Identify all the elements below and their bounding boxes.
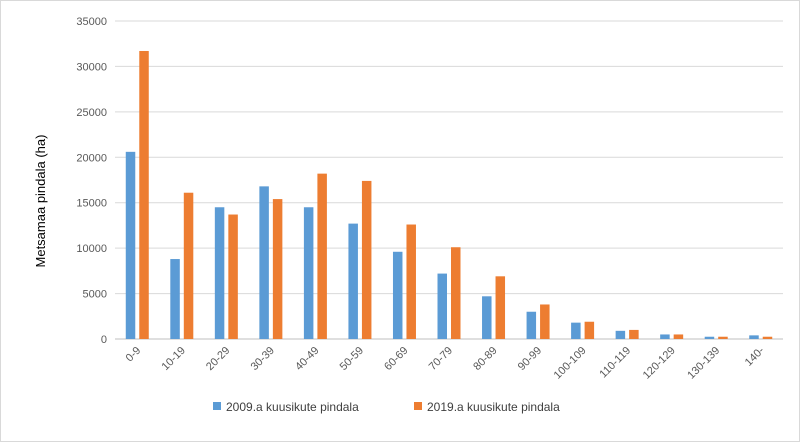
x-tick-label: 80-89: [471, 345, 499, 373]
bar-series-2019-40-49: [317, 173, 327, 339]
y-tick-label: 20000: [76, 152, 107, 164]
y-tick-label: 10000: [76, 243, 107, 255]
bar-series-2009-40-49: [303, 207, 314, 339]
x-tick-label: 30-39: [249, 345, 277, 373]
bar-series-2009-30-39: [259, 186, 269, 339]
x-tick-label: 50-59: [338, 345, 366, 373]
bar-series-2019-110-119: [629, 329, 639, 339]
x-tick-label: 110-119: [597, 345, 633, 381]
y-tick-label: 0: [101, 334, 107, 346]
y-axis-ticks: 0 5000 10000 15000 20000 25000 30000 35000: [76, 16, 107, 346]
legend-swatch: [213, 402, 221, 410]
x-tick-label: 120-129: [641, 345, 678, 382]
bar-series-2009-80-89: [482, 296, 492, 339]
x-tick-label: 0-9: [124, 345, 144, 365]
bar-series-2009-110-119: [615, 330, 626, 339]
bar-series-2019-0-9: [139, 50, 149, 340]
legend-label: 2009.a kuusikute pindala: [226, 400, 359, 414]
bars: [125, 50, 773, 340]
x-tick-label: 90-99: [516, 345, 544, 373]
bar-series-2009-90-99: [526, 311, 537, 339]
bar-series-2009-120-129: [660, 334, 670, 339]
bar-series-2009-100-109: [571, 322, 581, 339]
x-tick-label: 100-109: [552, 345, 589, 382]
bar-series-2019-70-79: [451, 247, 461, 339]
bar-series-2019-130-139: [718, 336, 728, 339]
legend-label: 2019.a kuusikute pindala: [427, 400, 560, 414]
y-tick-label: 25000: [76, 107, 107, 119]
legend: 2009.a kuusikute pindala 2019.a kuusikute…: [213, 400, 560, 414]
bar-series-2009-10-19: [170, 259, 180, 339]
x-axis-ticks: 0-9 10-19 20-29 30-39 40-49 50-59 60-69 70-79 80…: [124, 344, 767, 381]
bar-series-2019-90-99: [540, 304, 550, 339]
x-tick-label: 140-: [743, 344, 767, 368]
bar-series-2009-140-: [749, 335, 759, 339]
y-tick-label: 5000: [83, 289, 107, 301]
bar-series-2019-100-109: [584, 321, 595, 339]
x-tick-label: 130-139: [685, 345, 722, 382]
bar-series-2009-60-69: [392, 251, 403, 339]
y-tick-label: 30000: [76, 61, 107, 73]
y-tick-label: 15000: [76, 198, 107, 210]
bar-series-2019-30-39: [272, 199, 283, 339]
bar-series-2019-10-19: [183, 192, 194, 339]
bar-series-2009-20-29: [214, 207, 225, 339]
x-tick-label: 10-19: [160, 345, 188, 373]
bar-series-2009-50-59: [348, 223, 358, 339]
x-tick-label: 20-29: [204, 345, 232, 373]
bar-series-2009-70-79: [437, 273, 447, 339]
x-tick-label: 60-69: [382, 345, 410, 373]
y-axis-label: Metsamaa pindala (ha): [33, 135, 48, 268]
x-tick-label: 70-79: [427, 345, 455, 373]
y-tick-label: 35000: [76, 16, 107, 28]
gridlines: [115, 20, 783, 340]
x-tick-label: 40-49: [293, 345, 321, 373]
legend-swatch: [414, 402, 422, 410]
bar-series-2009-130-139: [704, 336, 715, 339]
bar-series-2019-50-59: [361, 180, 372, 339]
bar-series-2019-120-129: [673, 334, 684, 339]
bar-series-2019-140-: [762, 336, 773, 339]
bar-series-2019-20-29: [228, 214, 238, 339]
bar-series-2009-0-9: [125, 151, 136, 339]
bar-series-2019-80-89: [495, 276, 506, 339]
bar-series-2019-60-69: [406, 224, 416, 339]
